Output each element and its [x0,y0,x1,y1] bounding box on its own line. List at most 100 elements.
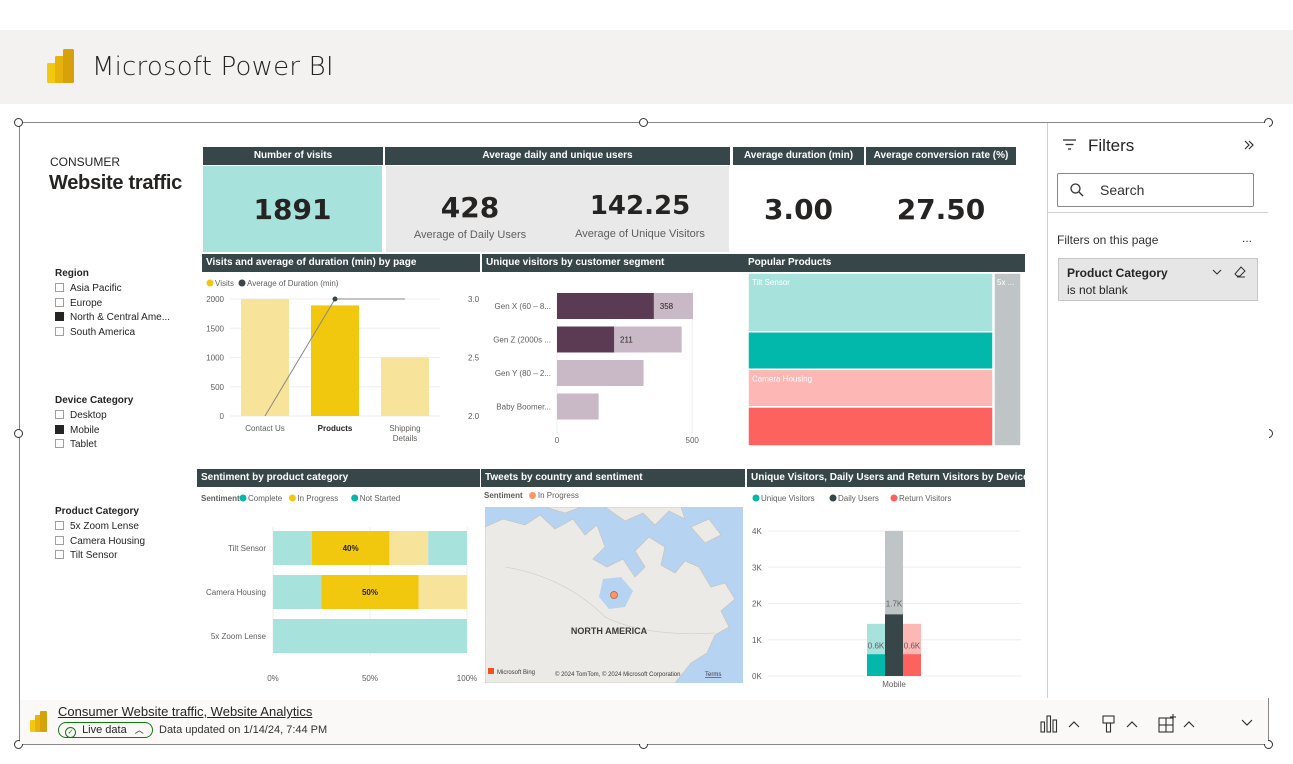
bar-segment[interactable] [321,575,419,609]
checkbox[interactable] [55,410,64,419]
chevron-down-icon[interactable] [1212,268,1222,276]
bar-segment[interactable] [273,531,312,565]
resize-handle-top[interactable] [639,118,648,127]
resize-handle-bottom-left[interactable] [14,740,23,749]
kpi-visits-card[interactable]: 1891 [203,166,382,252]
bar-segment[interactable] [389,531,429,565]
checkbox[interactable] [55,521,64,530]
bar-segment[interactable] [311,531,390,565]
slicer-item[interactable]: Mobile [55,424,190,439]
bar[interactable] [557,360,644,386]
products-treemap[interactable]: Tilt Sensor Camera Housing 5x ... [748,273,1023,448]
bar-highlight[interactable] [885,614,903,676]
legend-title: Sentiment [201,494,240,503]
treemap-tile[interactable] [748,368,994,408]
slicer-item[interactable]: Europe [55,297,190,312]
bar-highlight[interactable] [867,654,885,676]
bar-highlight[interactable] [903,654,921,676]
slicer-item[interactable]: South America [55,326,190,341]
filters-title: Filters [1088,136,1135,155]
app-header [0,30,1293,104]
bar-segment[interactable] [273,619,467,653]
slicer-item[interactable]: Tilt Sensor [55,549,190,564]
slicer-region-title: Region [55,268,89,279]
checkbox[interactable] [55,424,64,434]
bar-highlight[interactable] [557,293,654,319]
segment-chart-header: Unique visitors by customer segment [482,254,744,272]
checkbox[interactable] [55,535,64,545]
map-data-point[interactable] [610,591,618,599]
checkbox[interactable] [55,297,64,307]
report-link[interactable]: Consumer Website traffic, Website Analyt… [58,704,313,719]
visits-duration-chart[interactable]: Visits Average of Duration (min) 0 500 1000 1… [200,273,480,453]
slicer-item[interactable]: North & Central Ame... [55,311,190,326]
map-chart-header: Tweets by country and sentiment [481,469,745,487]
data-label: 40% [343,544,359,553]
slicer-item[interactable]: 5x Zoom Lense [55,520,190,535]
slicer-item[interactable]: Desktop [55,409,190,424]
y-tick-label: 2K [752,600,762,609]
checkbox[interactable] [55,283,64,292]
filter-card[interactable]: Product Category is not blank [1058,258,1258,301]
chevron-up-icon: ︿ [134,725,144,735]
legend-dot [752,494,760,502]
collapse-pane-icon[interactable] [1243,139,1255,151]
check-circle-icon: ✓ [65,727,76,738]
bar-segment[interactable] [418,575,468,609]
treemap-tile-highlight[interactable] [748,406,994,447]
checkbox[interactable] [55,312,64,321]
resize-handle-bottom-right[interactable] [1264,740,1273,749]
kpi-conversion-header: Average conversion rate (%) [866,147,1016,165]
legend-dot [288,494,296,502]
power-bi-logo-icon [47,49,74,83]
report-title: Website traffic [49,172,182,194]
checkbox[interactable] [55,326,64,336]
live-data-badge[interactable]: ✓ Live data ︿ [58,722,153,738]
add-tile-icon [1158,714,1176,733]
paint-brush-icon [1102,715,1115,733]
map-islands [544,507,722,544]
legend-dot [890,494,898,502]
resize-handle-top-left[interactable] [14,118,23,127]
bar-chart-icon [1040,715,1058,733]
bar-segment[interactable] [428,531,467,565]
bar[interactable] [241,299,289,416]
bing-logo-icon [488,668,494,674]
add-visual-button[interactable] [1158,714,1198,734]
filters-search-box[interactable]: Search [1057,173,1254,207]
checkbox[interactable] [55,439,64,448]
map-terms-link[interactable]: Terms [705,672,721,678]
bar-segment[interactable] [273,575,322,609]
kpi-users-card[interactable] [386,166,729,252]
x-tick-label: 50% [362,674,378,683]
visual-options-button[interactable] [1040,714,1080,734]
bar-highlight[interactable] [557,326,615,353]
resize-handle-left[interactable] [14,429,23,438]
slicer-item-label: Asia Pacific [70,283,122,294]
clear-filter-icon[interactable] [1234,266,1246,278]
treemap-tile-highlight[interactable] [748,331,994,371]
map-attribution: © 2024 TomTom, © 2024 Microsoft Corporat… [555,671,680,678]
segment-chart[interactable]: Gen X (60 – 8... 358 Gen Z (2000s ... 211 Ge… [484,273,744,453]
sentiment-chart[interactable]: Sentiment Complete In Progress Not Started 0… [197,488,480,688]
y-tick-label: Baby Boomer... [496,403,551,412]
slicer-product: Product Category 5x Zoom Lense Camera Hou… [55,506,190,564]
chevron-down-icon[interactable] [1240,716,1254,730]
treemap-tile[interactable] [993,273,1022,447]
slicer-item[interactable]: Asia Pacific [55,282,190,297]
legend-dot [206,279,214,287]
map-legend-title: Sentiment [484,491,523,500]
device-chart[interactable]: Unique Visitors Daily Users Return Visitor… [748,488,1025,693]
bar[interactable] [311,305,359,416]
power-bi-small-icon [30,711,47,732]
bar[interactable] [381,357,429,417]
north-america-map[interactable]: NORTH AMERICA Microsoft Bing © 2024 TomT… [485,507,743,683]
x-tick-label: 0 [555,436,560,445]
format-options-button[interactable] [1100,714,1140,734]
more-options-icon[interactable]: ... [1242,231,1253,245]
bar[interactable] [557,393,599,420]
checkbox[interactable] [55,550,64,559]
slicer-item[interactable]: Tablet [55,438,190,453]
slicer-item[interactable]: Camera Housing [55,535,190,550]
kpi-daily-value: 428 [440,191,500,224]
